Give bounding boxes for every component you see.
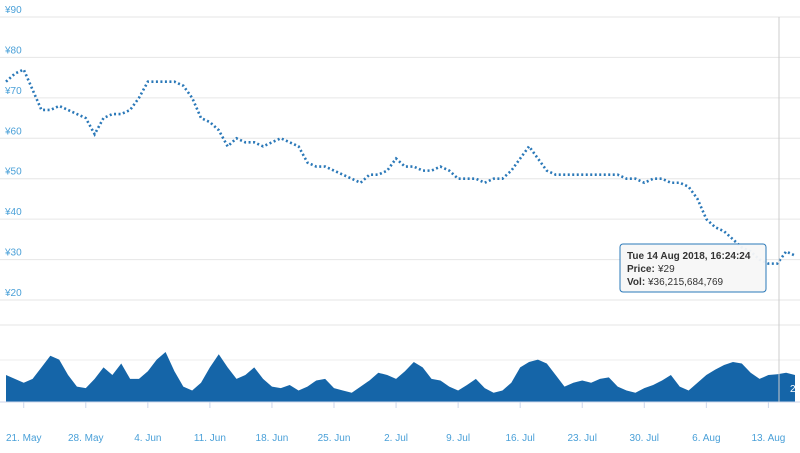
tooltip-box [619,243,767,293]
x-tick-label: 18. Jun [256,433,289,444]
y-tick-label: ¥90 [4,5,22,16]
x-tick-label: 4. Jun [134,433,161,444]
tooltip-vol: ¥36,215,684,769 [647,277,724,288]
x-tick-label: 13. Aug [751,433,785,444]
y-tick-label: ¥50 [4,167,22,178]
x-tick-label: 6. Aug [692,433,720,444]
x-tick-label: 23. Jul [568,433,597,444]
x-tick-label: 2. Jul [384,433,408,444]
tooltip-price: ¥29 [657,264,675,275]
tooltip-price-label: Price: [627,264,655,275]
x-tick-label: 30. Jul [630,433,659,444]
tooltip-vol-label: Vol: [627,277,645,288]
y-tick-label: ¥40 [4,207,22,218]
x-tick-label: 11. Jun [194,433,226,444]
x-tick-label: 9. Jul [446,433,470,444]
x-tick-label: 28. May [68,433,104,444]
tooltip-title: Tue 14 Aug 2018, 16:24:24 [627,251,751,262]
volume-flag: 2 [790,384,796,395]
y-tick-label: ¥80 [4,45,22,56]
y-tick-label: ¥20 [4,288,22,299]
x-tick-label: 21. May [6,433,42,444]
y-tick-label: ¥70 [4,86,22,97]
y-tick-label: ¥30 [4,248,22,259]
volume-area [6,351,795,402]
x-tick-label: 16. Jul [505,433,534,444]
y-tick-label: ¥60 [4,126,22,137]
x-tick-label: 25. Jun [318,433,351,444]
